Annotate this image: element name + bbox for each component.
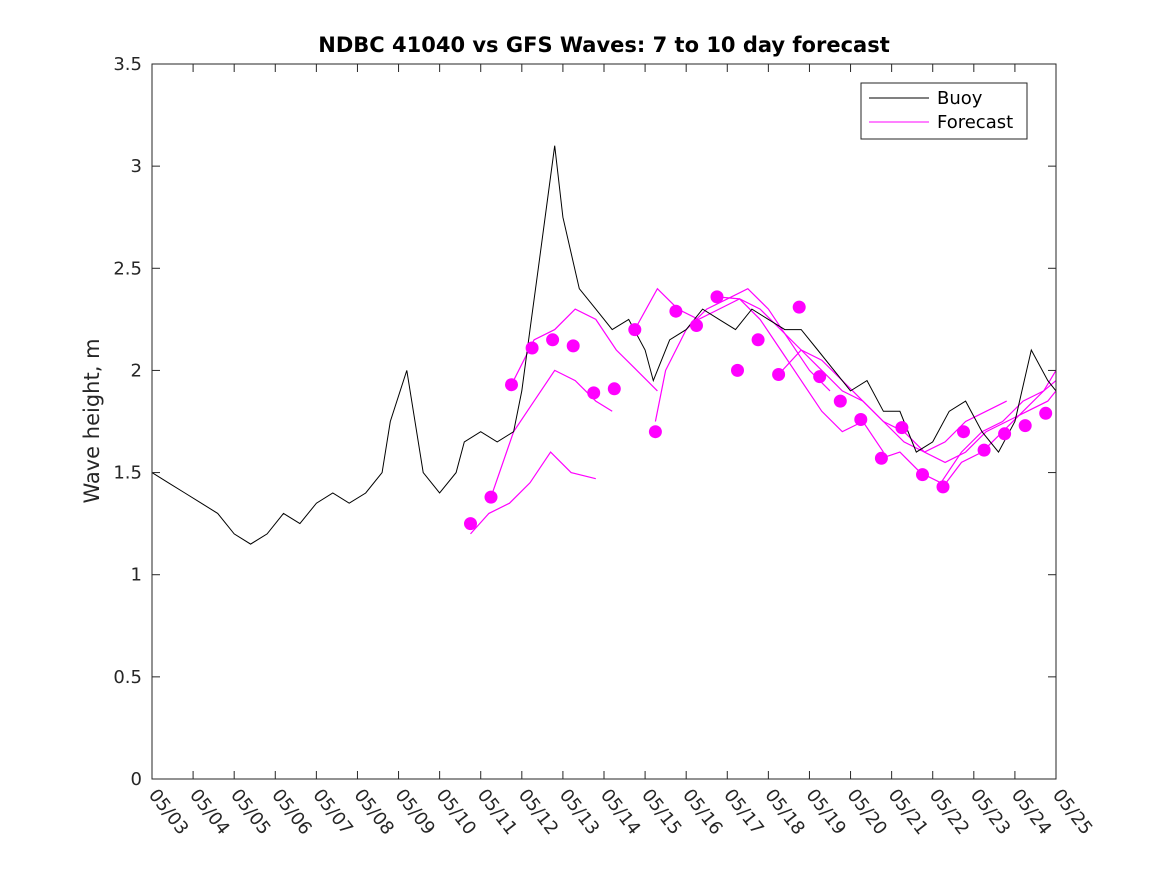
forecast-point bbox=[895, 421, 909, 435]
forecast-point bbox=[813, 370, 827, 384]
forecast-point bbox=[874, 451, 888, 465]
buoy-line bbox=[151, 145, 1057, 545]
forecast-point bbox=[648, 425, 662, 439]
y-axis: 0 0.5 1 1.5 2 2.5 3 3.5 bbox=[113, 54, 1056, 790]
forecast-point bbox=[690, 319, 703, 332]
forecast-point bbox=[957, 425, 970, 439]
forecast-point bbox=[751, 333, 765, 347]
forecast-point bbox=[916, 468, 929, 482]
forecast-point bbox=[936, 480, 950, 494]
y-tick-label: 0.5 bbox=[113, 667, 142, 688]
y-tick-label: 2.5 bbox=[113, 258, 142, 279]
legend-forecast-label: Forecast bbox=[937, 112, 1013, 133]
forecast-point bbox=[484, 490, 498, 504]
forecast-point bbox=[977, 443, 991, 457]
y-axis-label: Wave height, m bbox=[80, 338, 104, 503]
forecast-point bbox=[607, 382, 621, 396]
forecast-point bbox=[1018, 419, 1032, 433]
forecast-point bbox=[669, 304, 683, 318]
forecast-point bbox=[1039, 406, 1053, 420]
y-tick-label: 0 bbox=[131, 769, 142, 790]
y-tick-label: 1 bbox=[131, 565, 142, 586]
legend-buoy-label: Buoy bbox=[937, 88, 983, 109]
forecast-point bbox=[566, 339, 580, 353]
legend-box bbox=[860, 82, 1028, 140]
forecast-point bbox=[710, 290, 724, 304]
forecast-point bbox=[772, 368, 786, 381]
forecast-point bbox=[731, 363, 744, 377]
forecast-line bbox=[510, 308, 658, 392]
y-tick-label: 3 bbox=[131, 156, 142, 177]
forecast-point bbox=[525, 341, 539, 355]
forecast-point bbox=[792, 300, 806, 314]
forecast-point bbox=[546, 333, 560, 347]
y-tick-label: 2 bbox=[131, 360, 142, 381]
forecast-line bbox=[654, 287, 831, 422]
forecast-point bbox=[998, 427, 1012, 441]
forecast-point bbox=[587, 386, 601, 400]
legend: Buoy Forecast bbox=[860, 82, 1028, 140]
y-tick-label: 3.5 bbox=[113, 54, 142, 75]
forecast-point bbox=[833, 394, 847, 408]
forecast-point bbox=[464, 517, 477, 531]
forecast-point bbox=[505, 378, 518, 392]
forecast-line bbox=[470, 451, 596, 535]
forecast-line bbox=[881, 380, 1057, 484]
forecast-point bbox=[854, 413, 868, 426]
chart-title: NDBC 41040 vs GFS Waves: 7 to 10 day for… bbox=[318, 33, 889, 57]
series-layer bbox=[151, 145, 1057, 545]
y-tick-label: 1.5 bbox=[113, 463, 142, 484]
forecast-point bbox=[628, 323, 642, 337]
plot-area bbox=[152, 64, 1056, 779]
